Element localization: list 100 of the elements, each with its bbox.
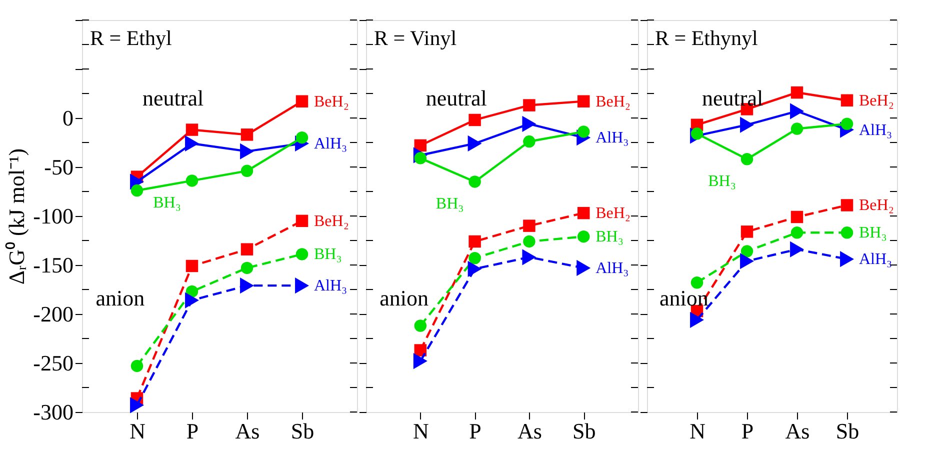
series-label: BH₃: [153, 194, 181, 212]
point: [186, 260, 198, 272]
x-tick-label: P: [186, 418, 199, 444]
series-label: BH₃: [596, 228, 624, 246]
point: [790, 210, 804, 224]
point: [790, 103, 804, 120]
point: [740, 253, 754, 270]
point: [240, 243, 254, 256]
series-label: BeH₂: [314, 212, 349, 230]
series-label: AlH₃: [596, 130, 629, 147]
point: [468, 135, 482, 152]
point: [240, 278, 254, 294]
chart-title: R = Ethyl: [90, 26, 172, 50]
y-tick-label: -250: [33, 350, 74, 376]
series-label: BeH₂: [596, 205, 631, 222]
point: [522, 116, 536, 132]
point: [523, 220, 536, 232]
y-tick-label: 0: [62, 106, 74, 130]
annotation: anion: [380, 285, 428, 310]
series-label: BH₃: [859, 224, 887, 242]
point: [790, 86, 804, 99]
x-tick-label: Sb: [836, 418, 860, 444]
point: [468, 260, 482, 277]
series-label: BeH₂: [859, 197, 894, 214]
series-label: BH₃: [436, 196, 464, 213]
point: [468, 114, 481, 126]
point: [740, 116, 754, 133]
x-tick-label: P: [469, 418, 482, 444]
point: [576, 260, 591, 276]
point: [840, 94, 854, 106]
x-tick-label: As: [785, 418, 810, 444]
point: [523, 99, 536, 112]
point: [240, 262, 254, 274]
series-label: AlH₃: [596, 260, 629, 277]
point: [790, 226, 804, 239]
point: [790, 122, 804, 135]
point: [240, 128, 254, 141]
y-tick-label: -200: [33, 302, 74, 326]
point: [468, 252, 481, 264]
point: [840, 226, 854, 239]
series-label: AlH₃: [314, 135, 348, 152]
point: [740, 245, 754, 258]
point: [577, 206, 590, 220]
series-label: AlH₃: [314, 278, 348, 295]
series-label: BH₃: [708, 173, 736, 190]
point: [840, 199, 854, 212]
point: [186, 124, 198, 136]
series-label: AlH₃: [859, 251, 892, 268]
x-tick-label: P: [741, 418, 754, 444]
point: [185, 292, 199, 308]
point: [296, 248, 308, 260]
series-label: AlH₃: [859, 122, 892, 139]
y-tick-label: -300: [33, 400, 74, 424]
point: [186, 174, 198, 187]
x-tick-label: As: [517, 418, 542, 444]
y-tick-label: -100: [33, 204, 74, 228]
point: [130, 360, 144, 372]
point: [690, 276, 704, 289]
point: [185, 135, 199, 152]
point: [468, 176, 481, 188]
x-tick-label: N: [130, 418, 146, 444]
y-tick-label: -150: [33, 252, 74, 278]
x-tick-label: N: [412, 418, 429, 444]
point: [296, 95, 308, 108]
point: [296, 214, 308, 228]
point: [790, 241, 804, 258]
annotation: neutral: [702, 85, 764, 110]
y-tick-label: -50: [44, 154, 74, 180]
chart-title: R = Ethynyl: [655, 26, 758, 50]
point: [414, 320, 427, 332]
point: [240, 143, 254, 160]
point: [240, 164, 254, 178]
series-label: BeH₂: [596, 93, 631, 110]
point: [577, 230, 590, 243]
annotation: neutral: [426, 85, 487, 110]
point: [522, 249, 536, 266]
point: [840, 251, 854, 268]
series-label: BeH₂: [859, 92, 894, 110]
x-tick-label: Sb: [572, 418, 596, 444]
x-tick-label: As: [235, 418, 260, 444]
x-tick-label: N: [690, 418, 706, 444]
series-label: BH₃: [314, 246, 342, 264]
y-axis-title: ΔᵣG⁰ (kJ mol⁻¹): [4, 148, 30, 285]
point: [740, 226, 754, 238]
point: [130, 184, 144, 197]
x-tick-label: Sb: [290, 418, 314, 444]
point: [577, 95, 590, 108]
point: [413, 352, 428, 370]
point: [523, 135, 536, 148]
series-label: BeH₂: [314, 93, 349, 110]
point: [740, 153, 754, 166]
annotation: neutral: [142, 85, 204, 110]
chart-title: R = Vinyl: [374, 26, 457, 50]
annotation: anion: [96, 285, 145, 310]
point: [468, 235, 481, 248]
point: [295, 278, 309, 294]
point: [523, 235, 536, 248]
point: [130, 397, 144, 414]
annotation: anion: [660, 285, 708, 310]
point: [690, 312, 704, 328]
